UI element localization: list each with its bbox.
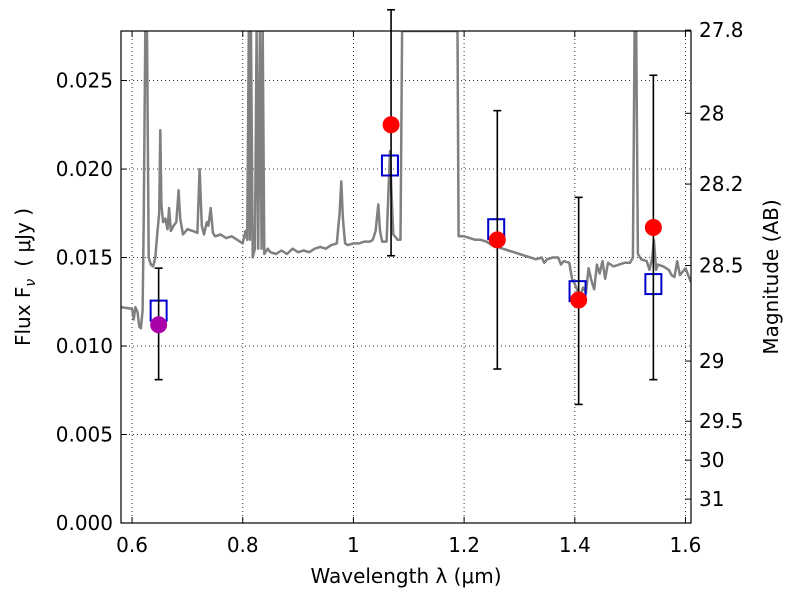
data-layer (121, 31, 691, 330)
x-tick-label: 1.6 (670, 533, 702, 557)
y2-axis-label: Magnitude (AB) (759, 199, 783, 354)
y2-tick-label: 27.8 (699, 18, 744, 42)
model-photometry-marker (380, 154, 399, 177)
y2-tick-label: 30 (699, 448, 724, 472)
y-axis-label-sub: ν (23, 279, 39, 287)
y-tick-label: 0.015 (56, 246, 113, 270)
y2-tick-label: 28.2 (699, 172, 744, 196)
y2-tick-label: 29.5 (699, 409, 744, 433)
observed-flux-marker (570, 291, 588, 309)
y-tick-label: 0.000 (56, 511, 113, 535)
non-detection-marker (150, 316, 168, 334)
observed-flux-marker (488, 231, 506, 249)
x-tick-label: 1.4 (559, 533, 591, 557)
spectrum-line (121, 31, 691, 330)
error-bars (150, 8, 662, 406)
y2-tick-label: 31 (699, 487, 724, 511)
x-tick-label: 1.2 (448, 533, 480, 557)
y-tick-label: 0.025 (56, 69, 113, 93)
y2-tick-label: 28.5 (699, 253, 744, 277)
observed-flux-marker (382, 116, 400, 134)
y-tick-label: 0.020 (56, 157, 113, 181)
y-axis-label-unit: ( μJy ) (11, 208, 35, 267)
observed-flux-marker (644, 218, 662, 236)
y2-tick-label: 29 (699, 349, 724, 373)
y-axis-label: Flux Fν ( μJy ) (11, 208, 39, 346)
x-tick-label: 0.6 (116, 533, 148, 557)
y-tick-label: 0.005 (56, 423, 113, 447)
axes: 0.6 0.8 1 1.2 1.4 1.6 0.000 0.005 0.010 0.015 0.02… (56, 18, 744, 557)
y2-tick-label: 28 (699, 101, 724, 125)
y-tick-label: 0.010 (56, 334, 113, 358)
plot-frame (120, 30, 692, 524)
x-tick-label: 1 (347, 533, 360, 557)
y-axis-label-main: Flux F (11, 287, 35, 346)
x-axis-label: Wavelength λ (μm) (310, 564, 501, 588)
x-tick-label: 0.8 (227, 533, 259, 557)
